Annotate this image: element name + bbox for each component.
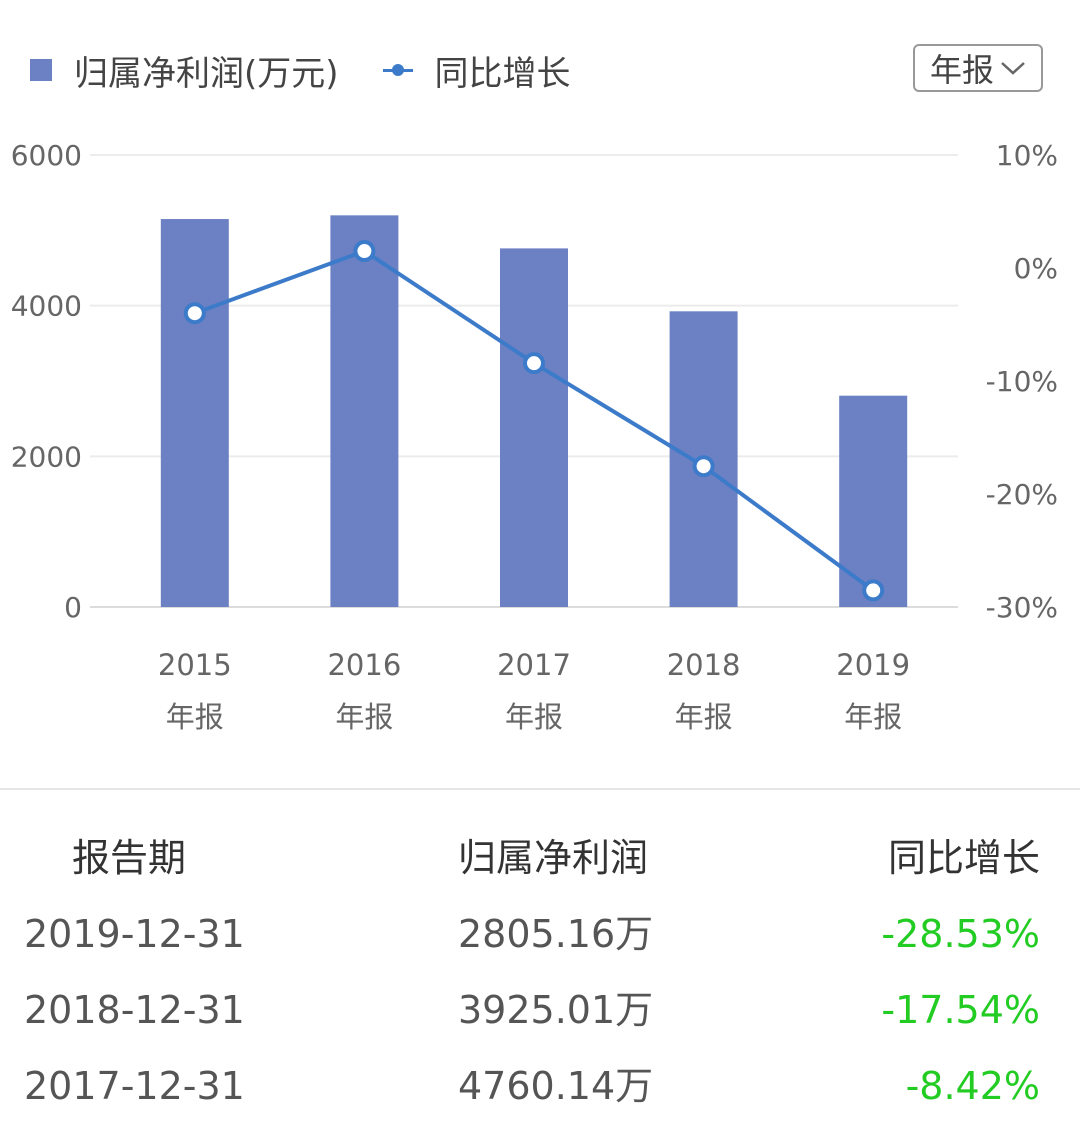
chart-legend: 归属净利润(万元) 同比增长 (30, 44, 615, 96)
legend-label-net-profit: 归属净利润(万元) (74, 53, 339, 94)
y-right-tick-label: 10% (996, 139, 1058, 172)
x-category-label: 年报 (675, 700, 733, 734)
table-row[interactable]: 2018-12-31 3925.01万 -17.54% (0, 972, 1080, 1048)
row-net-profit: 3925.01万 (458, 988, 654, 1032)
section-divider (0, 788, 1080, 790)
row-yoy-growth: -8.42% (905, 1064, 1040, 1108)
bar (500, 248, 568, 608)
x-category-label: 2015 (158, 648, 232, 682)
growth-point (353, 240, 376, 263)
header-yoy-growth: 同比增长 (887, 836, 1040, 880)
right-axis-ticks: -30% -20% -10% 0% 10% (986, 139, 1058, 624)
bar-swatch-icon (30, 59, 52, 81)
table-row[interactable]: 2017-12-31 4760.14万 -8.42% (0, 1048, 1080, 1124)
x-category-label: 年报 (505, 700, 563, 734)
y-right-tick-label: -30% (986, 591, 1058, 624)
x-category-label: 年报 (844, 700, 902, 734)
row-net-profit: 4760.14万 (458, 1064, 654, 1108)
y-left-tick-label: 0 (64, 591, 82, 624)
y-left-tick-label: 2000 (11, 440, 82, 473)
x-category-label: 年报 (166, 700, 224, 734)
bar-series (160, 215, 908, 608)
legend-item-net-profit[interactable]: 归属净利润(万元) (30, 46, 339, 95)
line-swatch-icon (382, 59, 413, 81)
legend-item-yoy-growth[interactable]: 同比增长 (382, 46, 571, 95)
line-series (183, 240, 885, 602)
x-category-label: 2017 (497, 648, 571, 682)
row-yoy-growth: -17.54% (881, 988, 1040, 1032)
header-report-period: 报告期 (72, 836, 187, 880)
y-left-tick-label: 4000 (11, 290, 82, 323)
period-dropdown[interactable]: 年报 (913, 44, 1043, 92)
y-right-tick-label: -10% (986, 365, 1058, 398)
row-yoy-growth: -28.53% (881, 912, 1040, 956)
legend-label-yoy-growth: 同比增长 (434, 53, 571, 94)
x-category-label: 2019 (836, 648, 910, 682)
y-left-tick-label: 6000 (11, 139, 82, 172)
bar (160, 219, 229, 607)
y-right-tick-label: -20% (986, 478, 1058, 511)
y-right-tick-label: 0% (1014, 252, 1058, 285)
row-net-profit: 2805.16万 (458, 912, 654, 956)
growth-point (862, 579, 885, 602)
profit-table: 报告期 归属净利润 同比增长 2019-12-31 2805.16万 -28.5… (0, 820, 1080, 1124)
chevron-down-icon (1001, 62, 1025, 75)
growth-point (692, 455, 715, 478)
x-category-label: 2018 (667, 648, 741, 682)
bar (330, 215, 399, 607)
header-net-profit: 归属净利润 (458, 836, 649, 880)
row-date: 2019-12-31 (24, 912, 245, 956)
x-category-label: 年报 (335, 700, 393, 734)
growth-point (183, 302, 206, 325)
table-header: 报告期 归属净利润 同比增长 (0, 820, 1080, 896)
x-axis-categories: 2015 年报 2016 年报 2017 年报 2018 年报 2019 年报 (158, 648, 910, 734)
table-row[interactable]: 2019-12-31 2805.16万 -28.53% (0, 896, 1080, 972)
left-axis-ticks: 0 2000 4000 6000 (11, 139, 82, 624)
x-category-label: 2016 (327, 648, 401, 682)
growth-point (523, 352, 545, 375)
period-dropdown-label: 年报 (929, 51, 994, 89)
row-date: 2017-12-31 (24, 1064, 245, 1108)
row-date: 2018-12-31 (24, 988, 245, 1032)
